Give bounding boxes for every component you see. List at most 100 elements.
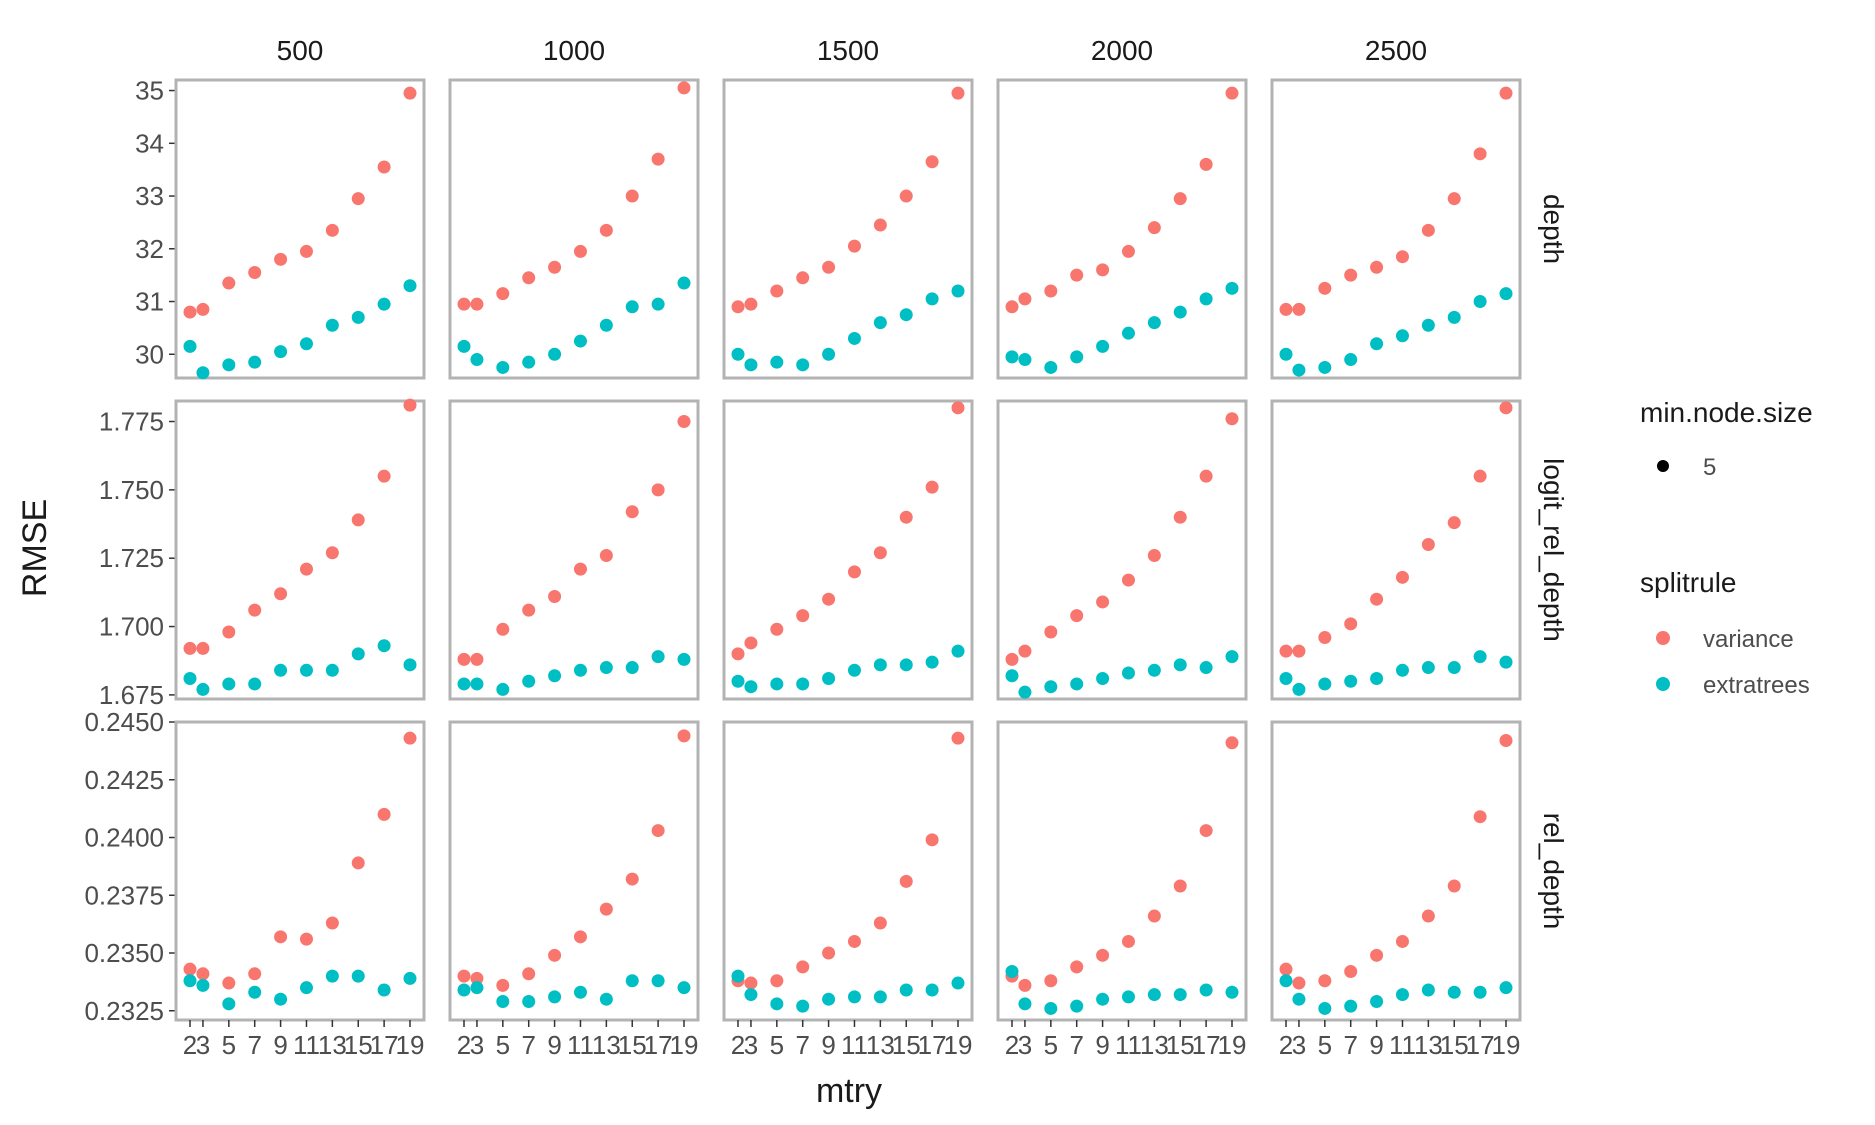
point-variance bbox=[1499, 733, 1513, 747]
point-variance bbox=[1199, 469, 1213, 483]
point-extratrees bbox=[731, 969, 745, 983]
point-variance bbox=[1370, 592, 1384, 606]
point-variance bbox=[299, 932, 313, 946]
point-variance bbox=[1147, 548, 1161, 562]
point-extratrees bbox=[377, 983, 391, 997]
point-variance bbox=[496, 978, 510, 992]
point-variance bbox=[1044, 284, 1058, 298]
strip-label-row-rel_depth: rel_depth bbox=[1538, 813, 1569, 930]
point-extratrees bbox=[1370, 337, 1384, 351]
point-extratrees bbox=[522, 995, 536, 1009]
point-variance bbox=[744, 976, 758, 990]
point-variance bbox=[1318, 974, 1332, 988]
point-variance bbox=[299, 562, 313, 576]
point-variance bbox=[377, 160, 391, 174]
point-variance bbox=[1199, 824, 1213, 838]
point-extratrees bbox=[925, 292, 939, 306]
x-tick-label: 9 bbox=[273, 1030, 287, 1060]
point-extratrees bbox=[457, 677, 471, 691]
point-extratrees bbox=[1318, 677, 1332, 691]
point-extratrees bbox=[522, 355, 536, 369]
point-variance bbox=[1005, 300, 1019, 314]
point-extratrees bbox=[470, 981, 484, 995]
point-extratrees bbox=[822, 347, 836, 361]
point-variance bbox=[1395, 570, 1409, 584]
point-variance bbox=[1121, 244, 1135, 258]
point-extratrees bbox=[183, 671, 197, 685]
point-extratrees bbox=[183, 339, 197, 353]
legend: min.node.size 5 splitrule variance extra… bbox=[1640, 397, 1813, 699]
panel-border-rel_depth-2500 bbox=[1270, 720, 1522, 1022]
point-extratrees bbox=[1447, 661, 1461, 675]
point-variance bbox=[1096, 263, 1110, 277]
point-variance bbox=[847, 565, 861, 579]
point-extratrees bbox=[899, 658, 913, 672]
point-extratrees bbox=[403, 279, 417, 293]
x-tick-label: 2 bbox=[731, 1030, 745, 1060]
x-tick-label: 5 bbox=[1318, 1030, 1332, 1060]
point-extratrees bbox=[1279, 974, 1293, 988]
point-variance bbox=[951, 401, 965, 415]
point-extratrees bbox=[248, 355, 262, 369]
x-tick-label: 15 bbox=[892, 1030, 921, 1060]
point-variance bbox=[1421, 538, 1435, 552]
point-variance bbox=[770, 284, 784, 298]
point-variance bbox=[770, 622, 784, 636]
x-tick-label: 19 bbox=[1492, 1030, 1521, 1060]
point-variance bbox=[651, 152, 665, 166]
point-variance bbox=[403, 731, 417, 745]
point-variance bbox=[599, 548, 613, 562]
point-variance bbox=[899, 510, 913, 524]
x-tick-label: 7 bbox=[247, 1030, 261, 1060]
point-variance bbox=[1225, 412, 1239, 426]
point-variance bbox=[651, 483, 665, 497]
point-extratrees bbox=[1199, 983, 1213, 997]
point-extratrees bbox=[599, 661, 613, 675]
point-variance bbox=[1318, 630, 1332, 644]
strip-label-col-1000: 1000 bbox=[543, 35, 605, 66]
point-extratrees bbox=[744, 358, 758, 372]
point-extratrees bbox=[873, 316, 887, 330]
point-variance bbox=[1096, 948, 1110, 962]
strip-label-col-2500: 2500 bbox=[1365, 35, 1427, 66]
point-variance bbox=[222, 976, 236, 990]
point-extratrees bbox=[651, 650, 665, 664]
point-variance bbox=[731, 647, 745, 661]
point-extratrees bbox=[248, 677, 262, 691]
point-extratrees bbox=[847, 990, 861, 1004]
x-tick-label: 17 bbox=[918, 1030, 947, 1060]
point-variance bbox=[573, 562, 587, 576]
point-extratrees bbox=[796, 358, 810, 372]
point-extratrees bbox=[651, 297, 665, 311]
x-tick-label: 11 bbox=[841, 1030, 868, 1060]
point-variance bbox=[822, 260, 836, 274]
point-extratrees bbox=[1225, 281, 1239, 295]
point-extratrees bbox=[299, 663, 313, 677]
point-extratrees bbox=[625, 661, 639, 675]
point-variance bbox=[796, 609, 810, 623]
point-extratrees bbox=[625, 974, 639, 988]
point-extratrees bbox=[796, 999, 810, 1013]
point-extratrees bbox=[1447, 310, 1461, 324]
point-variance bbox=[548, 260, 562, 274]
point-extratrees bbox=[1147, 663, 1161, 677]
x-tick-label: 13 bbox=[318, 1030, 347, 1060]
point-variance bbox=[1370, 260, 1384, 274]
point-extratrees bbox=[925, 655, 939, 669]
point-variance bbox=[1318, 281, 1332, 295]
point-variance bbox=[1421, 909, 1435, 923]
point-extratrees bbox=[222, 677, 236, 691]
point-variance bbox=[1499, 401, 1513, 415]
point-variance bbox=[1344, 964, 1358, 978]
x-tick-label: 11 bbox=[293, 1030, 320, 1060]
point-variance bbox=[522, 603, 536, 617]
point-extratrees bbox=[651, 974, 665, 988]
point-variance bbox=[925, 480, 939, 494]
x-tick-label: 3 bbox=[196, 1030, 210, 1060]
x-tick-label: 17 bbox=[1466, 1030, 1495, 1060]
point-extratrees bbox=[325, 318, 339, 332]
point-variance bbox=[1292, 644, 1306, 658]
point-extratrees bbox=[1147, 988, 1161, 1002]
